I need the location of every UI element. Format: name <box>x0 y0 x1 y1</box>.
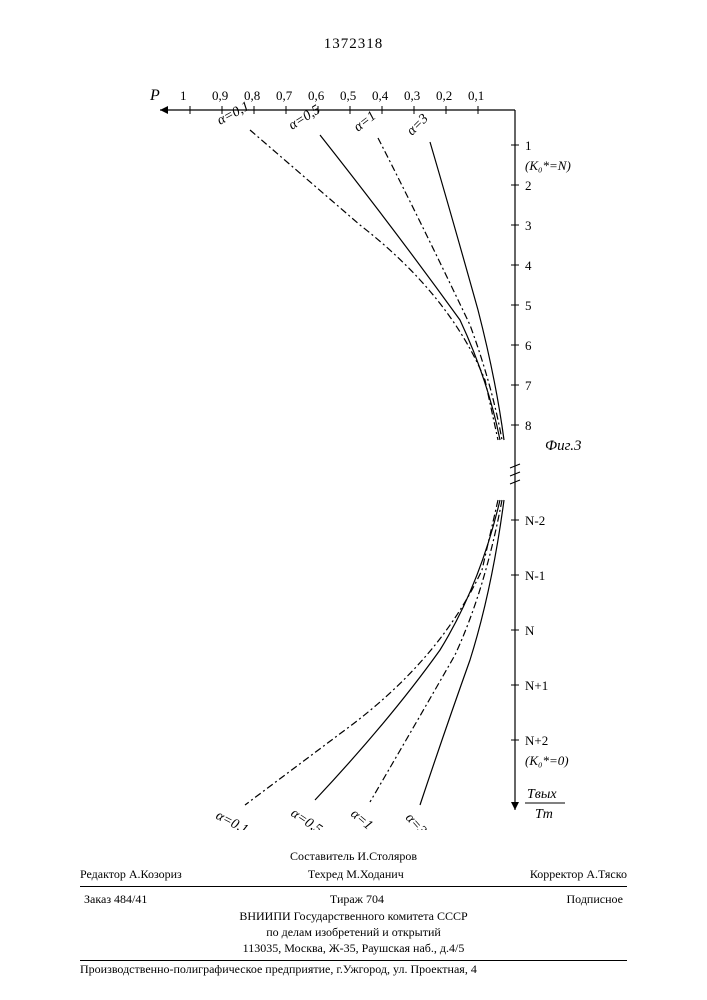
x-axis-end-label: Tвых Tт <box>525 787 565 822</box>
curve-labels-left: α=0,1 α=0,5 α=1 α=3 <box>215 99 432 139</box>
svg-text:1: 1 <box>180 88 187 103</box>
svg-text:α=0,5: α=0,5 <box>288 806 325 830</box>
org-line1: ВНИИПИ Государственного комитета СССР <box>80 908 627 924</box>
compiler-name: И.Столяров <box>357 849 417 863</box>
svg-text:1: 1 <box>525 138 532 153</box>
corrector-label: Корректор <box>530 867 584 881</box>
curves-left <box>250 130 504 440</box>
svg-text:2: 2 <box>525 178 532 193</box>
order-number: Заказ 484/41 <box>84 891 147 907</box>
p-axis-arrow <box>160 106 168 114</box>
curves-right <box>245 500 504 805</box>
page-number: 1372318 <box>0 36 707 53</box>
divider <box>80 960 627 961</box>
svg-text:5: 5 <box>525 298 532 313</box>
svg-text:N: N <box>525 623 535 638</box>
x-ticks-right-group: N-2 N-1 N N+1 N+2 <box>511 513 548 748</box>
svg-text:N+1: N+1 <box>525 678 548 693</box>
svg-text:0,7: 0,7 <box>276 88 293 103</box>
svg-text:α=0,1: α=0,1 <box>213 808 250 830</box>
svg-text:α=3: α=3 <box>404 111 431 138</box>
svg-text:N+2: N+2 <box>525 733 548 748</box>
circulation: Тираж 704 <box>330 891 384 907</box>
x-ticks-left-group: 1 2 3 4 5 6 7 8 <box>511 138 532 433</box>
x-axis-arrow <box>511 802 519 810</box>
svg-text:Tт: Tт <box>535 807 553 822</box>
svg-text:α=0,5: α=0,5 <box>286 102 323 133</box>
techred-label: Техред <box>308 867 343 881</box>
corrector-name: А.Тяско <box>586 867 627 881</box>
svg-text:0,4: 0,4 <box>372 88 389 103</box>
chart-figure: P 1 0,9 0,8 0,7 0,6 0,5 0,4 0,3 0,2 0,1 … <box>120 70 600 830</box>
svg-text:0,2: 0,2 <box>436 88 452 103</box>
svg-text:0,5: 0,5 <box>340 88 356 103</box>
svg-text:α=1: α=1 <box>347 807 375 830</box>
credits-block: Составитель И.Столяров Редактор А.Козори… <box>80 848 627 965</box>
svg-text:8: 8 <box>525 418 532 433</box>
curve-labels-right: α=0,1 α=0,5 α=1 α=3 <box>213 806 429 830</box>
svg-text:α=3: α=3 <box>402 811 429 830</box>
svg-text:7: 7 <box>525 378 532 393</box>
svg-text:0,3: 0,3 <box>404 88 420 103</box>
figure-label: Фиг.3 <box>545 438 581 454</box>
compiler-label: Составитель <box>290 849 354 863</box>
svg-text:Tвых: Tвых <box>527 787 557 802</box>
svg-text:3: 3 <box>525 218 532 233</box>
svg-text:6: 6 <box>525 338 532 353</box>
svg-text:4: 4 <box>525 258 532 273</box>
svg-text:N-2: N-2 <box>525 513 545 528</box>
p-axis-label: P <box>149 87 160 104</box>
org-address: 113035, Москва, Ж-35, Раушская наб., д.4… <box>80 940 627 956</box>
techred-name: М.Ходанич <box>346 867 404 881</box>
svg-text:0,8: 0,8 <box>244 88 260 103</box>
svg-text:0,6: 0,6 <box>308 88 325 103</box>
editor-name: А.Козориз <box>129 867 182 881</box>
x-left-annotation: (K₀*=N) <box>525 158 571 173</box>
svg-text:α=0,1: α=0,1 <box>215 99 252 128</box>
footer-line: Производственно-полиграфическое предприя… <box>80 962 657 977</box>
org-line2: по делам изобретений и открытий <box>80 924 627 940</box>
svg-text:α=1: α=1 <box>351 109 379 135</box>
divider <box>80 886 627 887</box>
svg-text:0,9: 0,9 <box>212 88 228 103</box>
svg-text:N-1: N-1 <box>525 568 545 583</box>
editor-label: Редактор <box>80 867 126 881</box>
svg-text:0,1: 0,1 <box>468 88 484 103</box>
imprint-block: Заказ 484/41 Тираж 704 Подписное ВНИИПИ … <box>80 891 627 956</box>
subscription: Подписное <box>567 891 624 907</box>
x-right-annotation: (K₀*=0) <box>525 753 569 768</box>
